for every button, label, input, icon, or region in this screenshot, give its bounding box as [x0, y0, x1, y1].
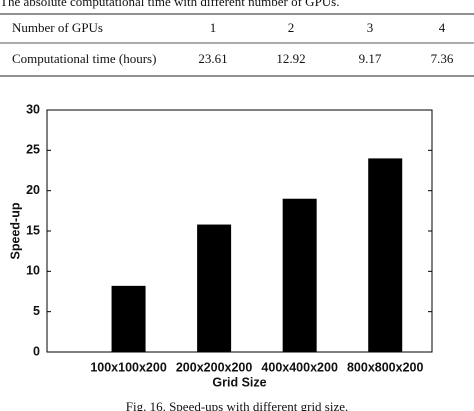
bar	[282, 198, 317, 352]
y-tick-label: 30	[26, 102, 40, 116]
table-cell: 7.36	[431, 51, 454, 66]
x-axis-label: Grid Size	[212, 375, 266, 389]
table-header-cell: 1	[210, 20, 217, 35]
bar	[197, 224, 232, 352]
table-header-cell: 2	[288, 20, 295, 35]
y-tick-label: 5	[33, 304, 40, 318]
table-cell: 23.61	[198, 51, 227, 66]
table-cell: Computational time (hours)	[12, 51, 156, 66]
table-header-cell: 3	[367, 20, 374, 35]
table-caption: The absolute computational time with dif…	[0, 0, 340, 9]
table-header-cell: Number of GPUs	[12, 20, 103, 35]
y-tick-label: 0	[33, 344, 40, 358]
y-axis-label: Speed-up	[8, 202, 22, 259]
plot-frame	[46, 109, 433, 353]
x-tick-label: 400x400x200	[261, 360, 338, 374]
table-cell: 9.17	[359, 51, 382, 66]
bar	[111, 285, 146, 352]
y-tick-label: 20	[26, 183, 40, 197]
table-header-cell: 4	[439, 20, 446, 35]
bar	[368, 158, 403, 352]
x-tick-label: 800x800x200	[347, 360, 424, 374]
y-tick-label: 10	[26, 264, 40, 278]
y-tick-label: 15	[26, 223, 40, 237]
y-tick-label: 25	[26, 143, 40, 157]
table-cell: 12.92	[276, 51, 305, 66]
x-tick-label: 100x100x200	[90, 360, 167, 374]
x-tick-label: 200x200x200	[176, 360, 253, 374]
figure-caption: Fig. 16. Speed-ups with different grid s…	[126, 399, 349, 411]
